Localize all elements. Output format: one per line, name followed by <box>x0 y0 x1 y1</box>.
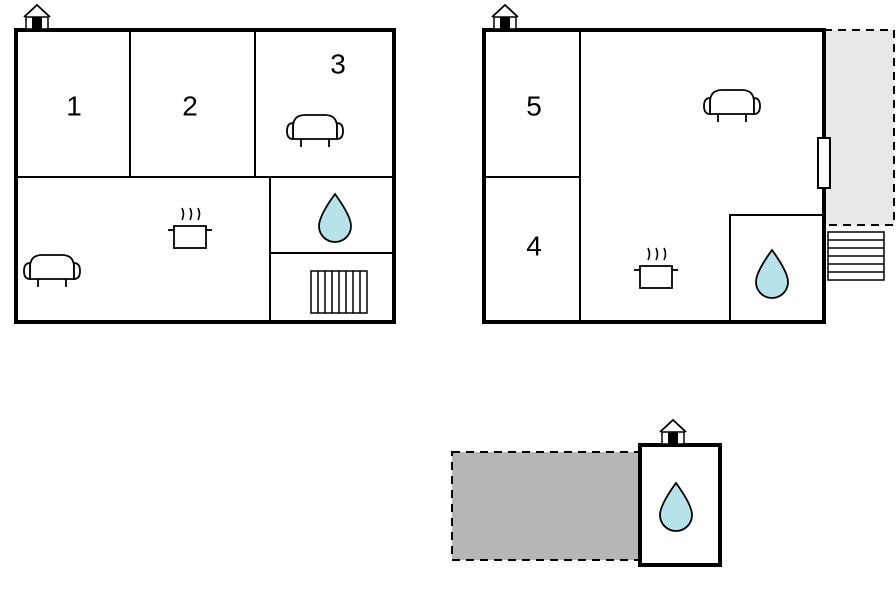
room-3 <box>255 30 394 177</box>
stairs-icon <box>311 271 367 313</box>
stairs-icon <box>828 232 884 280</box>
room-living-kitchen <box>16 177 270 322</box>
house-marker-icon <box>660 420 686 444</box>
room-5-label: 5 <box>526 90 542 121</box>
floorplan-c <box>452 420 720 565</box>
floorplan-diagram: 12354 <box>0 0 896 597</box>
house-marker-icon <box>24 5 50 29</box>
annex-area <box>824 30 894 225</box>
room-1-label: 1 <box>66 90 82 121</box>
room-4-label: 4 <box>526 230 542 261</box>
room-2-label: 2 <box>182 90 198 121</box>
door-icon <box>818 138 830 188</box>
floorplan-a: 1 2 3 <box>16 5 394 322</box>
house-marker-icon <box>492 5 518 29</box>
floorplan-b: 54 <box>484 5 894 322</box>
diagram-layer: 12354 <box>16 5 894 565</box>
annex-area <box>452 452 640 560</box>
room-3-label: 3 <box>330 48 346 79</box>
